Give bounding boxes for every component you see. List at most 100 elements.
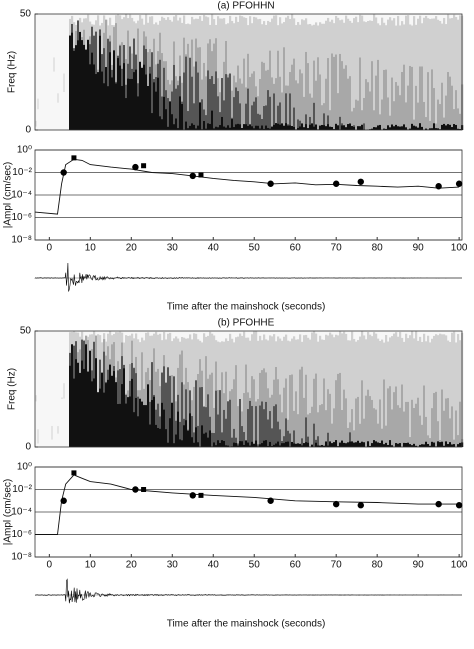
spectrogram-cell bbox=[437, 441, 439, 447]
spectrogram-cell bbox=[129, 79, 131, 130]
spectrogram-cell bbox=[123, 63, 125, 130]
spectrogram-cell bbox=[367, 390, 369, 447]
spectrogram-cell bbox=[321, 125, 323, 130]
circle-marker bbox=[456, 502, 462, 508]
spectrogram-cell bbox=[375, 127, 377, 130]
spectrogram-cell bbox=[421, 127, 423, 130]
spectrogram-cell bbox=[245, 365, 247, 447]
spectrogram-cell bbox=[269, 97, 271, 130]
spectrogram-cell bbox=[447, 124, 449, 130]
spectrogram-cell bbox=[447, 398, 449, 447]
spectrogram-cell bbox=[245, 440, 247, 447]
spectrogram-cell bbox=[331, 127, 333, 130]
spectrogram-cell bbox=[91, 53, 93, 130]
spectrogram-cell bbox=[279, 125, 281, 130]
spectrogram-cell bbox=[131, 79, 133, 130]
spectrogram-cell bbox=[433, 123, 435, 130]
spectrogram-cell bbox=[333, 57, 335, 130]
spectrogram-cell bbox=[439, 442, 441, 447]
spectrogram-cell bbox=[327, 433, 329, 447]
spectrogram-cell bbox=[443, 124, 445, 130]
spectrogram-cell bbox=[453, 124, 455, 130]
spectrogram-cell bbox=[217, 127, 219, 130]
spectrogram-cell bbox=[267, 419, 269, 447]
spectrogram-cell bbox=[235, 87, 237, 130]
spectrogram-cell bbox=[207, 438, 209, 447]
spectrogram-cell bbox=[299, 370, 301, 447]
spectrogram-cell bbox=[253, 444, 255, 447]
spectrogram-cell bbox=[317, 436, 319, 447]
spectrogram-cell bbox=[369, 91, 371, 130]
spectrogram-cell bbox=[149, 425, 151, 447]
spectrogram-cell bbox=[387, 125, 389, 130]
spectrogram-cell bbox=[231, 438, 233, 447]
spectrogram-cell bbox=[91, 381, 93, 447]
x-axis-label: Time after the mainshock (seconds) bbox=[167, 302, 326, 313]
spectrogram-cell bbox=[183, 425, 185, 447]
spectrogram-cell bbox=[163, 97, 165, 130]
y-tick-label: 10⁰ bbox=[17, 462, 32, 473]
spectrogram-cell bbox=[189, 413, 191, 447]
spectrogram-cell bbox=[223, 100, 225, 130]
spectrogram-cell bbox=[419, 416, 421, 447]
spectrogram-cell bbox=[161, 403, 163, 447]
spectrogram-cell bbox=[311, 123, 313, 130]
spectrogram-cell bbox=[381, 100, 383, 130]
spectrogram-cell bbox=[315, 443, 317, 447]
spectrogram-cell bbox=[273, 125, 275, 130]
y-tick-label: 10⁻⁶ bbox=[11, 212, 32, 223]
spectrogram-cell bbox=[453, 332, 455, 447]
spectrogram-cell bbox=[209, 430, 211, 447]
spectrogram-cell bbox=[357, 397, 359, 447]
spectrogram-cell bbox=[293, 127, 295, 130]
spectrogram-cell bbox=[199, 102, 201, 130]
spectrogram-cell bbox=[261, 443, 263, 447]
spectrogram-cell bbox=[313, 103, 315, 130]
circle-marker bbox=[190, 492, 196, 498]
spectrogram-cell bbox=[335, 55, 337, 130]
spectrogram-cell bbox=[423, 386, 425, 447]
spectrogram-cell bbox=[261, 402, 263, 447]
spectrogram-cell bbox=[359, 126, 361, 130]
spectrogram-cell bbox=[221, 117, 223, 130]
spectrogram-cell bbox=[233, 127, 235, 130]
spectrogram-cell bbox=[413, 444, 415, 447]
spectrogram-cell bbox=[415, 404, 417, 447]
spectrogram-cell bbox=[251, 442, 253, 447]
spectrogram-cell bbox=[371, 443, 373, 447]
spectrogram-cell bbox=[295, 391, 297, 447]
spectrogram-cell bbox=[455, 90, 457, 130]
spectrogram-cell bbox=[247, 443, 249, 447]
spectrogram-cell bbox=[143, 405, 145, 447]
spectrogram-cell bbox=[171, 403, 173, 447]
spectrogram-cell bbox=[293, 108, 295, 130]
spectrogram-cell bbox=[79, 32, 81, 130]
spectrogram-cell bbox=[235, 124, 237, 130]
spectrogram-cell bbox=[249, 77, 251, 130]
spectrogram-cell bbox=[419, 123, 421, 130]
spectrogram-cell bbox=[457, 108, 459, 130]
spectrogram-cell bbox=[299, 126, 301, 130]
spectrogram-cell bbox=[121, 384, 123, 447]
spectrogram-cell bbox=[277, 124, 279, 130]
spectrogram-cell bbox=[99, 36, 101, 130]
x-tick-label: 20 bbox=[126, 243, 138, 254]
spectrogram-cell bbox=[325, 79, 327, 130]
spectrogram-cell bbox=[165, 429, 167, 447]
spectrogram-cell bbox=[167, 127, 169, 130]
spectrogram-cell bbox=[421, 444, 423, 447]
spectrogram-cell bbox=[213, 442, 215, 447]
spectrogram-cell bbox=[459, 443, 461, 447]
spectrogram-cell bbox=[405, 402, 407, 447]
circle-marker bbox=[333, 501, 339, 507]
spectrogram-cell bbox=[269, 442, 271, 447]
spectrogram-cell bbox=[209, 79, 211, 130]
x-tick-label: 100 bbox=[451, 243, 468, 254]
spectrogram-cell bbox=[329, 127, 331, 130]
spectrogram-cell bbox=[75, 359, 77, 447]
spectrogram-cell bbox=[353, 127, 355, 130]
spectrogram-cell bbox=[351, 126, 353, 130]
spectrogram-cell bbox=[133, 72, 135, 130]
spectrogram-cell bbox=[307, 443, 309, 447]
spectrogram-cell bbox=[167, 98, 169, 130]
